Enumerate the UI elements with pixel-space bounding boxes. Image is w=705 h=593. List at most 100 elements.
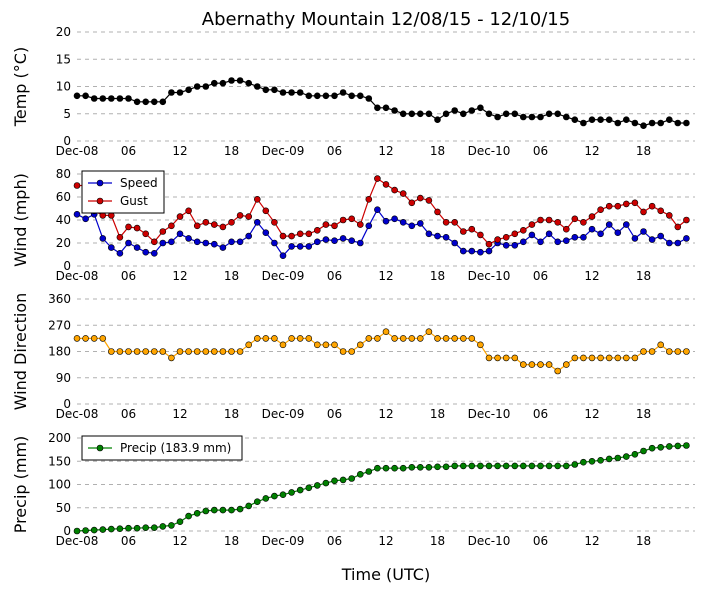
x-tick-label: 12 [378, 534, 393, 548]
data-point [459, 247, 467, 255]
data-point [202, 507, 210, 515]
y-tick-label: 180 [48, 345, 71, 359]
x-tick-label: 18 [224, 269, 239, 283]
y-tick-label: 40 [56, 213, 71, 227]
data-point [451, 219, 459, 226]
data-point [296, 89, 304, 96]
data-point [142, 230, 149, 238]
data-point [580, 119, 587, 127]
data-point [597, 354, 604, 362]
data-point [631, 119, 639, 127]
data-point [528, 221, 536, 228]
data-point [571, 234, 579, 241]
data-point [485, 462, 493, 470]
data-point [485, 110, 493, 118]
data-point [425, 230, 433, 238]
data-point [374, 104, 381, 112]
data-point [159, 239, 167, 247]
data-point [477, 341, 484, 349]
data-point [313, 92, 321, 100]
data-point [511, 110, 519, 118]
data-point [554, 462, 562, 470]
data-point [202, 83, 210, 90]
data-point [73, 211, 81, 218]
data-point [125, 348, 132, 355]
data-point [322, 221, 330, 228]
data-point [168, 522, 175, 529]
data-point [665, 348, 673, 355]
x-tick-label: Dec-10 [468, 407, 511, 421]
data-point [382, 104, 390, 112]
x-tick-label: 12 [172, 144, 187, 158]
data-point [382, 181, 390, 188]
data-point [108, 525, 115, 533]
data-point [494, 113, 501, 121]
data-point [374, 464, 381, 472]
x-tick-label: 06 [533, 407, 548, 421]
x-tick-label: 06 [121, 534, 136, 548]
data-point [408, 463, 416, 471]
data-point [605, 202, 613, 210]
data-point [391, 215, 398, 223]
data-point [356, 239, 364, 247]
data-point [562, 237, 570, 244]
data-point [408, 222, 416, 230]
data-point [459, 335, 467, 342]
data-point [82, 215, 89, 223]
x-tick-label: Dec-09 [262, 407, 305, 421]
legend: Precip (183.9 mm) [81, 435, 243, 461]
data-point [142, 524, 149, 532]
data-point [279, 252, 287, 259]
x-tick-label: 18 [430, 269, 445, 283]
data-point [279, 232, 287, 240]
data-point [253, 498, 261, 506]
data-point [236, 505, 244, 513]
data-point [554, 110, 562, 118]
x-tick-label: 18 [636, 144, 651, 158]
data-point [545, 216, 553, 224]
y-tick-label: 150 [48, 454, 71, 468]
data-point [382, 328, 390, 336]
data-point [331, 92, 338, 100]
data-point [468, 225, 476, 233]
data-point [90, 95, 98, 102]
data-point [597, 206, 604, 213]
data-point [511, 354, 519, 362]
y-tick-label: 100 [48, 478, 71, 492]
data-point [176, 518, 184, 526]
data-point [168, 222, 175, 230]
data-point [442, 110, 450, 118]
y-axis-title: Temp (°C) [11, 47, 30, 127]
data-point [554, 367, 562, 375]
data-point [665, 239, 673, 247]
data-point [683, 216, 690, 224]
data-point [253, 196, 261, 203]
data-point [168, 238, 175, 246]
data-point [580, 219, 587, 226]
data-point [399, 219, 407, 226]
data-point [528, 231, 536, 239]
data-point [494, 354, 501, 362]
data-point [605, 354, 613, 362]
data-point [545, 230, 553, 238]
data-point [331, 341, 338, 349]
legend-marker [96, 179, 104, 187]
data-point [442, 335, 450, 342]
data-point [562, 361, 570, 368]
data-point [519, 113, 527, 121]
data-point [545, 361, 553, 368]
data-point [313, 482, 321, 489]
series-line-wind-1 [77, 177, 687, 245]
y-tick-label: 5 [63, 107, 71, 121]
data-point [528, 113, 536, 121]
data-point [176, 89, 184, 96]
y-tick-label: 0 [63, 524, 71, 538]
data-point [674, 442, 682, 450]
x-tick-label: 06 [121, 144, 136, 158]
data-point [348, 348, 356, 355]
data-point [125, 95, 132, 102]
data-point [562, 462, 570, 470]
data-point [605, 116, 613, 123]
data-point [399, 190, 407, 197]
data-point [434, 335, 441, 342]
